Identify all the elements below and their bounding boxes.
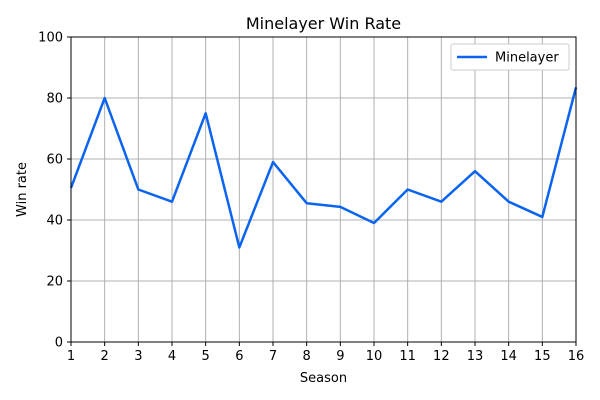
x-tick-label: 9 <box>336 349 344 364</box>
y-tick-label: 60 <box>46 153 63 168</box>
x-tick-label: 7 <box>269 349 277 364</box>
grid <box>70 36 577 343</box>
series-line-minelayer <box>69 87 578 249</box>
legend-box <box>450 43 570 71</box>
x-tick-label: 4 <box>168 349 176 364</box>
x-tick-label: 2 <box>101 349 109 364</box>
x-tick-label: 8 <box>303 349 311 364</box>
y-tick-label: 40 <box>46 214 63 229</box>
chart-title: Minelayer Win Rate <box>246 14 401 33</box>
series-layer <box>69 87 578 249</box>
x-tick-label: 12 <box>433 349 450 364</box>
x-tick-label: 10 <box>366 349 383 364</box>
x-tick-label: 14 <box>500 349 517 364</box>
x-tick-label: 16 <box>568 349 585 364</box>
x-tick-label: 11 <box>399 349 416 364</box>
legend-label-minelayer: Minelayer <box>495 51 559 66</box>
x-tick-label: 1 <box>67 349 75 364</box>
x-tick-label: 15 <box>534 349 551 364</box>
legend: Minelayer <box>450 43 570 71</box>
x-tick-label: 13 <box>467 349 484 364</box>
y-tick-label: 100 <box>38 31 63 46</box>
x-tick-label: 5 <box>202 349 210 364</box>
y-axis-label: Win rate <box>15 162 30 217</box>
y-tick-label: 20 <box>46 275 63 290</box>
x-axis-label: Season <box>300 371 347 386</box>
x-axis: 1 2 3 4 5 6 7 8 9 10 11 12 13 14 15 16 <box>67 342 584 364</box>
y-axis: 0 20 40 60 80 100 <box>38 31 71 351</box>
y-tick-label: 0 <box>55 336 63 351</box>
plot-frame <box>70 36 577 343</box>
x-tick-label: 6 <box>235 349 243 364</box>
x-tick-label: 3 <box>134 349 142 364</box>
y-tick-label: 80 <box>46 92 63 107</box>
